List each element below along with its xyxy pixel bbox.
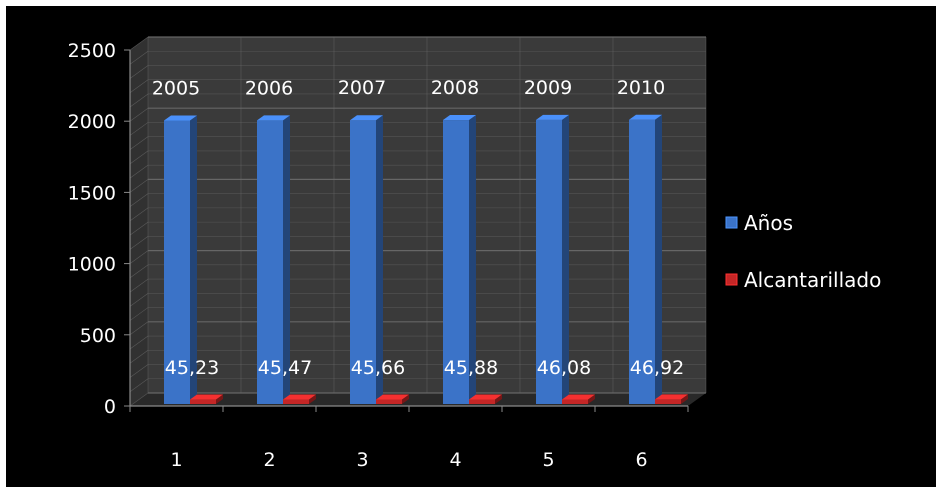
- gridline-side: [129, 93, 149, 108]
- x-tick-label: 4: [449, 449, 461, 471]
- bar: [655, 399, 681, 404]
- bar: [164, 120, 190, 404]
- data-label-anos: 2005: [152, 77, 200, 99]
- x-tick-label: 3: [356, 449, 368, 471]
- legend-label: Años: [744, 211, 793, 235]
- bar-side: [562, 114, 569, 405]
- gridline-side: [129, 307, 149, 321]
- bar-top: [283, 394, 316, 400]
- bar-top: [562, 394, 595, 400]
- bar: [443, 120, 469, 405]
- legend-swatch: [725, 216, 738, 229]
- data-label-alcantarillado: 45,88: [444, 357, 498, 379]
- gridline-side: [129, 264, 149, 279]
- gridline-side: [129, 36, 149, 51]
- data-label-alcantarillado: 45,47: [258, 357, 312, 379]
- x-tick-label: 2: [263, 449, 275, 471]
- gridline-side: [129, 335, 149, 350]
- bar-side: [376, 115, 383, 405]
- bar: [190, 399, 216, 404]
- bar-side: [402, 394, 409, 404]
- data-label-alcantarillado: 46,92: [630, 357, 684, 379]
- bar-top: [350, 115, 383, 121]
- bar-top: [443, 115, 476, 121]
- x-tick-label: 1: [170, 449, 182, 471]
- y-tick-label: 1500: [68, 182, 116, 204]
- gridline-side: [129, 50, 149, 65]
- bar-side: [190, 115, 197, 404]
- data-label-alcantarillado: 46,08: [537, 357, 591, 379]
- bar-side: [495, 394, 502, 404]
- y-tick-label: 500: [80, 325, 116, 347]
- data-label-anos: 2008: [431, 77, 479, 99]
- bar-top: [536, 114, 569, 120]
- bar: [257, 120, 283, 405]
- bar-chart: 0 500 1000 1500 2000 2500 1 2 3 4 5 6 2005 45,23 2006 4…: [68, 36, 881, 471]
- gridline-side: [129, 250, 149, 264]
- bar-top: [376, 394, 409, 400]
- gridline-side: [129, 278, 149, 293]
- gridline-side: [129, 293, 149, 307]
- gridline-side: [129, 79, 149, 93]
- bar: [536, 119, 562, 405]
- bar-side: [309, 394, 316, 404]
- bar: [350, 120, 376, 405]
- data-label-alcantarillado: 45,23: [165, 357, 219, 379]
- y-tick-label: 0: [104, 396, 116, 418]
- gridline-side: [129, 122, 149, 136]
- gridline-side: [129, 364, 149, 378]
- gridline-side: [129, 65, 149, 79]
- y-tick-label: 1000: [68, 254, 116, 276]
- bar-top: [164, 115, 197, 121]
- data-label-alcantarillado: 45,66: [351, 357, 405, 379]
- bar-side: [216, 394, 223, 404]
- chart-area: 0 500 1000 1500 2000 2500 1 2 3 4 5 6 2005 45,23 2006 4…: [6, 6, 936, 487]
- x-tick-label: 5: [542, 449, 554, 471]
- y-tick-label: 2000: [68, 111, 116, 133]
- data-label-anos: 2007: [338, 77, 386, 99]
- gridline-side: [129, 193, 149, 207]
- legend-swatch: [725, 273, 738, 286]
- bar-top: [190, 394, 223, 400]
- gridline-side: [129, 164, 149, 179]
- bar-side: [469, 115, 476, 405]
- gridline-side: [129, 392, 149, 407]
- gridline-side: [129, 150, 149, 165]
- gridline-side: [129, 221, 149, 236]
- bar: [469, 399, 495, 404]
- gridline-side: [129, 350, 149, 364]
- bar-side: [588, 394, 595, 404]
- gridline-side: [129, 136, 149, 150]
- bar: [629, 119, 655, 404]
- gridline-side: [129, 207, 149, 222]
- bar-side: [655, 114, 662, 404]
- gridline-side: [129, 107, 149, 122]
- bar: [376, 399, 402, 404]
- bar: [562, 399, 588, 404]
- bar-side: [681, 394, 688, 404]
- data-label-anos: 2009: [524, 77, 572, 99]
- side-wall: [130, 37, 148, 406]
- bar-top: [257, 115, 290, 121]
- bar: [283, 399, 309, 404]
- gridline-side: [129, 321, 149, 336]
- gridline-side: [129, 179, 149, 193]
- gridline-side: [129, 236, 149, 250]
- data-label-anos: 2006: [245, 77, 293, 99]
- bar-top: [629, 114, 662, 120]
- data-label-anos: 2010: [617, 77, 665, 99]
- bar-top: [655, 394, 688, 400]
- x-tick-label: 6: [635, 449, 647, 471]
- gridline-side: [129, 378, 149, 393]
- bar-top: [469, 394, 502, 400]
- bar-side: [283, 115, 290, 405]
- legend-label: Alcantarillado: [744, 268, 881, 292]
- y-tick-label: 2500: [68, 40, 116, 62]
